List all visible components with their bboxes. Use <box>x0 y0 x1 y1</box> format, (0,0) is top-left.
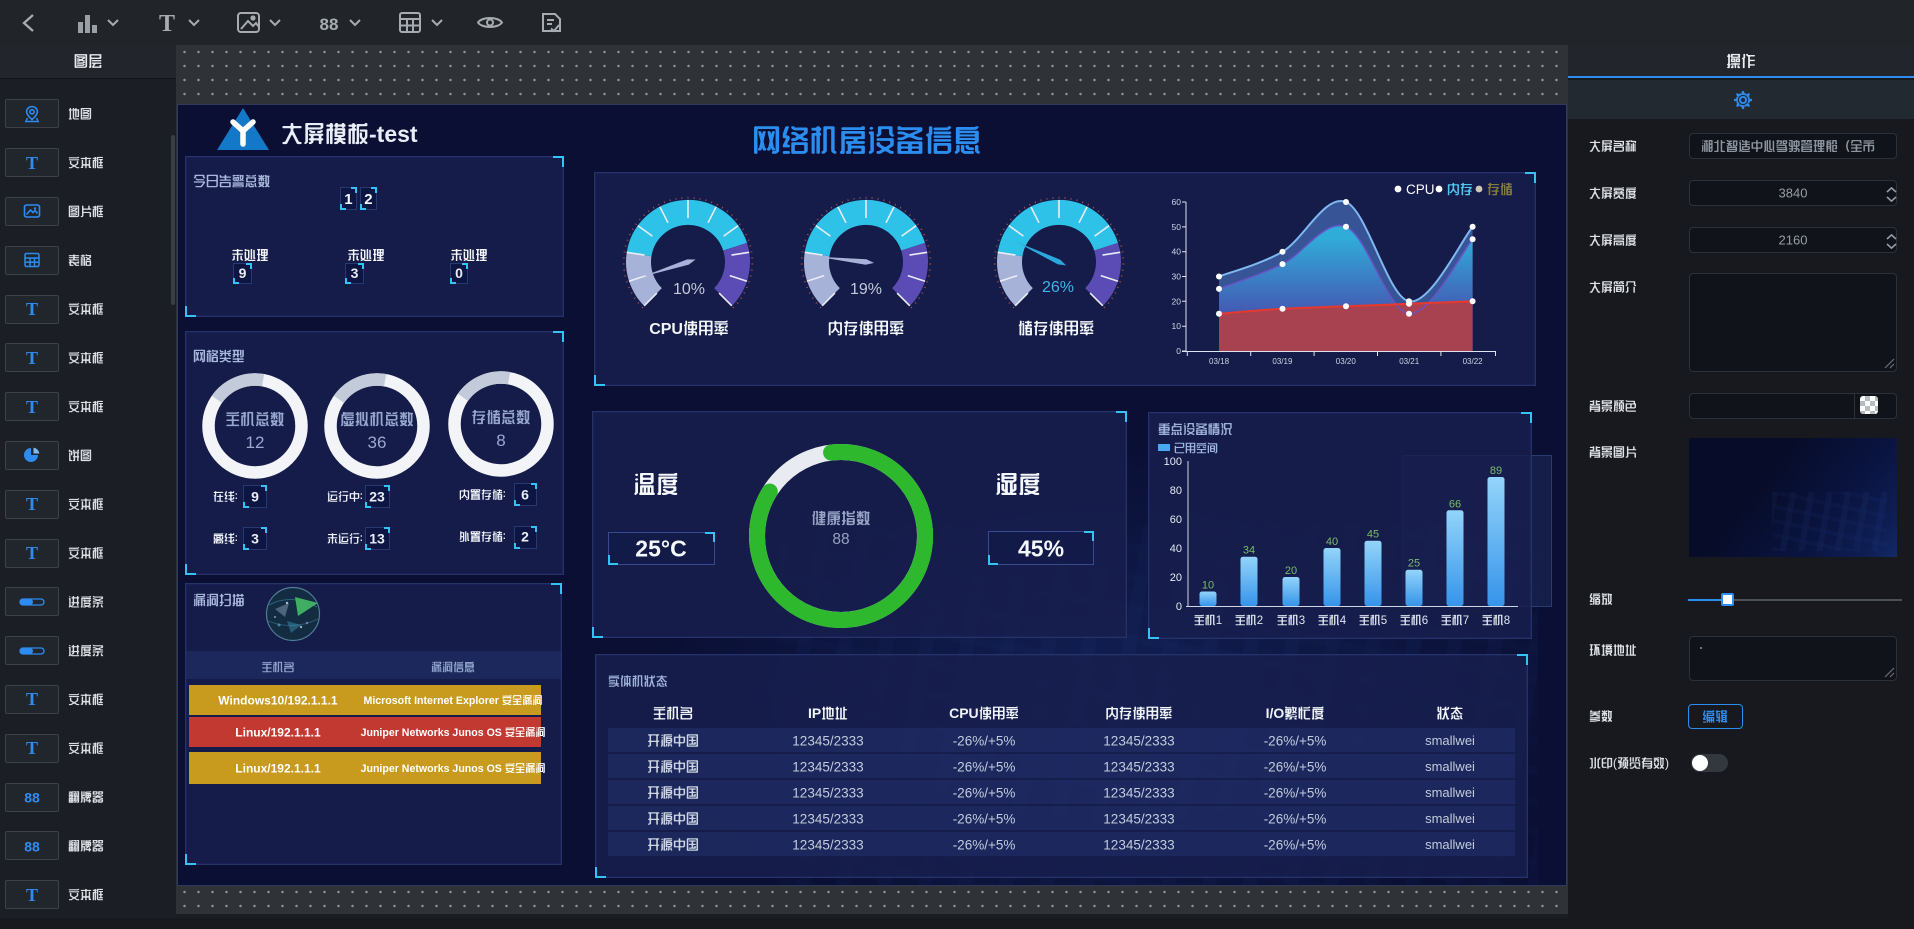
svg-text:T: T <box>26 299 38 319</box>
svg-text:88: 88 <box>24 838 40 854</box>
svg-text:T: T <box>26 348 38 368</box>
svg-text:T: T <box>26 885 38 905</box>
svg-text:T: T <box>159 11 175 37</box>
svg-text:T: T <box>26 689 38 709</box>
svg-text:T: T <box>26 153 38 173</box>
svg-text:T: T <box>26 543 38 563</box>
svg-text:88: 88 <box>24 790 40 806</box>
svg-text:88: 88 <box>320 15 339 34</box>
svg-text:T: T <box>26 397 38 417</box>
svg-text:T: T <box>26 738 38 758</box>
svg-text:T: T <box>26 494 38 514</box>
